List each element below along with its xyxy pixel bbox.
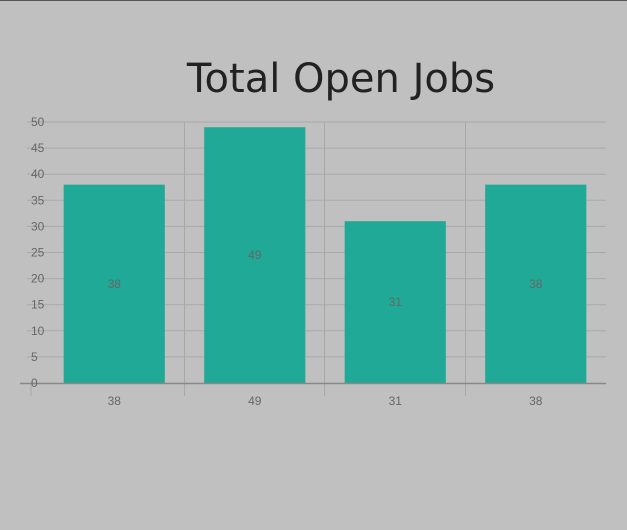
- x-tick-label: 49: [248, 394, 262, 408]
- bar-value-label: 38: [529, 277, 543, 291]
- y-tick-label: 5: [31, 350, 38, 364]
- y-tick-label: 0: [31, 376, 38, 390]
- bars: [63, 127, 587, 383]
- bar-value-label: 38: [108, 277, 122, 291]
- y-tick-label: 15: [31, 298, 45, 312]
- y-tick-label: 25: [31, 246, 45, 260]
- chart-title: Total Open Jobs: [186, 56, 496, 102]
- bar-value-label: 31: [389, 295, 403, 309]
- bar-value-label: 49: [248, 248, 262, 262]
- bar: [485, 184, 587, 383]
- y-tick-label: 50: [31, 115, 45, 129]
- y-tick-label: 30: [31, 219, 45, 233]
- bar: [344, 221, 446, 383]
- y-tick-label: 10: [31, 324, 45, 338]
- bar: [204, 127, 306, 383]
- y-tick-label: 20: [31, 272, 45, 286]
- x-tick-label: 31: [389, 394, 403, 408]
- y-tick-label: 35: [31, 193, 45, 207]
- x-tick-label: 38: [108, 394, 122, 408]
- x-tick-label: 38: [529, 394, 543, 408]
- y-tick-label: 45: [31, 141, 45, 155]
- labels: 0 5 10 15 20 25 30 35 40 45 50 38 38 49 49 31 31 38 38: [31, 115, 543, 408]
- y-tick-label: 40: [31, 167, 45, 181]
- top-border: [0, 0, 627, 1]
- bar: [63, 184, 165, 383]
